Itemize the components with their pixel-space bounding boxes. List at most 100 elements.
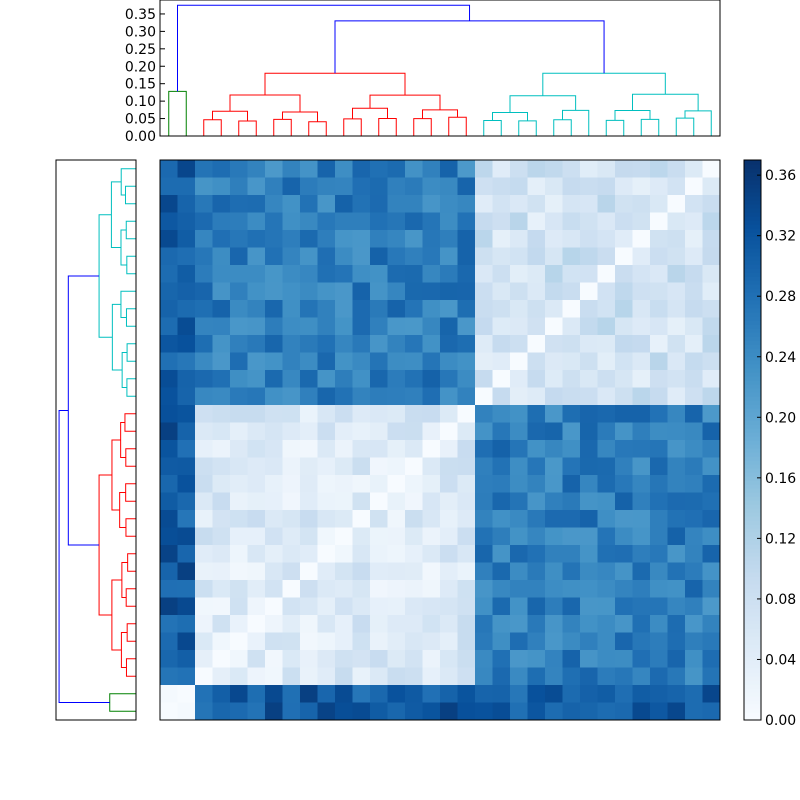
heatmap-cell <box>230 562 248 581</box>
heatmap-cell <box>405 615 423 633</box>
heatmap-cell <box>195 387 213 406</box>
heatmap-cell <box>562 457 581 476</box>
heatmap-cell <box>632 597 651 616</box>
top-dendrogram-link <box>264 72 406 96</box>
heatmap-cell <box>212 615 231 633</box>
heatmap-cell <box>422 510 441 528</box>
heatmap-cell <box>195 580 213 598</box>
heatmap-cell <box>177 615 196 633</box>
heatmap-cell <box>527 580 546 598</box>
heatmap-cell <box>317 545 336 563</box>
heatmap-cell <box>212 160 231 178</box>
heatmap-cell <box>212 247 231 266</box>
heatmap-cell <box>230 527 248 546</box>
heatmap-cell <box>370 247 388 266</box>
colorbar-segment <box>744 172 761 177</box>
heatmap-cell <box>300 685 318 703</box>
heatmap-cell <box>527 387 546 406</box>
heatmap-cell <box>440 475 458 493</box>
heatmap-cell <box>580 422 598 441</box>
heatmap-cell <box>615 597 633 616</box>
heatmap-cell <box>667 177 686 196</box>
heatmap-cell <box>492 615 511 633</box>
heatmap-cell <box>492 632 511 651</box>
heatmap-cell <box>667 195 686 213</box>
heatmap-cell <box>492 580 511 598</box>
colorbar-segment <box>744 416 761 421</box>
heatmap-cell <box>545 440 563 458</box>
heatmap-cell <box>685 457 703 476</box>
heatmap-cell <box>545 247 563 266</box>
colorbar-segment <box>744 684 761 689</box>
heatmap-cell <box>317 632 336 651</box>
heatmap-cell <box>492 510 511 528</box>
heatmap-cell <box>580 177 598 196</box>
heatmap-cell <box>230 212 248 231</box>
heatmap-cell <box>422 387 441 406</box>
heatmap-cell <box>527 160 546 178</box>
heatmap-cell <box>615 335 633 353</box>
heatmap-cell <box>352 457 371 476</box>
heatmap-cell <box>177 300 196 318</box>
heatmap-cell <box>545 212 563 231</box>
colorbar-segment <box>744 272 761 277</box>
heatmap-cell <box>300 247 318 266</box>
top-dendrogram-link <box>675 117 695 136</box>
heatmap-cell <box>527 702 546 721</box>
heatmap-cell <box>405 667 423 686</box>
heatmap-cell <box>282 510 301 528</box>
heatmap-cell <box>527 230 546 248</box>
heatmap-cell <box>335 580 353 598</box>
heatmap-cell <box>177 475 196 493</box>
heatmap-cell <box>685 632 703 651</box>
heatmap-cell <box>667 615 686 633</box>
heatmap-cell <box>580 527 598 546</box>
heatmap-cell <box>562 492 581 511</box>
heatmap-cell <box>475 702 493 721</box>
heatmap-cell <box>457 160 476 178</box>
heatmap-cell <box>212 370 231 388</box>
heatmap-cell <box>370 492 388 511</box>
heatmap-cell <box>230 667 248 686</box>
heatmap-cell <box>702 282 721 301</box>
heatmap-cell <box>457 317 476 336</box>
colorbar-segment <box>744 384 761 389</box>
heatmap-cell <box>492 300 511 318</box>
left-dendrogram-link <box>98 214 113 338</box>
heatmap-cell <box>160 335 178 353</box>
colorbar-segment <box>744 540 761 545</box>
heatmap-cell <box>457 212 476 231</box>
top-dendrogram-link <box>378 117 397 136</box>
heatmap-cell <box>527 300 546 318</box>
heatmap-cell <box>510 492 528 511</box>
heatmap-cell <box>440 667 458 686</box>
heatmap-cell <box>475 177 493 196</box>
heatmap-cell <box>702 650 721 668</box>
heatmap-cell <box>580 160 598 178</box>
heatmap-cell <box>405 685 423 703</box>
heatmap-cell <box>510 422 528 441</box>
heatmap-cell <box>422 580 441 598</box>
heatmap-cell <box>492 702 511 721</box>
heatmap-cell <box>352 177 371 196</box>
heatmap-cell <box>265 282 283 301</box>
heatmap-cell <box>597 230 616 248</box>
heatmap-cell <box>405 562 423 581</box>
heatmap-cell <box>352 510 371 528</box>
heatmap-cell <box>650 597 668 616</box>
heatmap-cell <box>405 597 423 616</box>
heatmap-cell <box>475 212 493 231</box>
heatmap-cell <box>177 370 196 388</box>
heatmap-cell <box>562 247 581 266</box>
heatmap-cell <box>422 212 441 231</box>
heatmap-cell <box>475 580 493 598</box>
heatmap-cell <box>352 667 371 686</box>
heatmap-cell <box>177 265 196 283</box>
heatmap-cell <box>335 597 353 616</box>
heatmap-cell <box>685 160 703 178</box>
heatmap-cell <box>195 440 213 458</box>
heatmap-cell <box>282 335 301 353</box>
heatmap-cell <box>667 422 686 441</box>
heatmap-cell <box>597 352 616 371</box>
heatmap-cell <box>422 247 441 266</box>
